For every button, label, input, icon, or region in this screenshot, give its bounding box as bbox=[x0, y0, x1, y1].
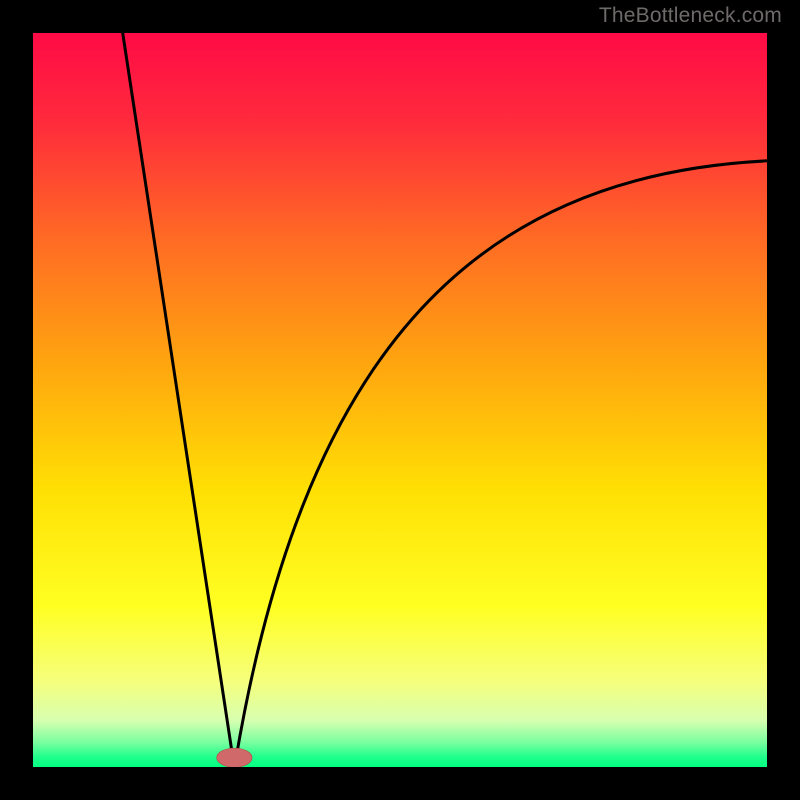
plot-svg bbox=[32, 32, 768, 768]
optimal-point-marker bbox=[217, 748, 252, 767]
chart-stage: TheBottleneck.com bbox=[0, 0, 800, 800]
plot-frame bbox=[32, 32, 768, 768]
watermark-text: TheBottleneck.com bbox=[599, 4, 782, 28]
plot-background bbox=[32, 32, 768, 768]
